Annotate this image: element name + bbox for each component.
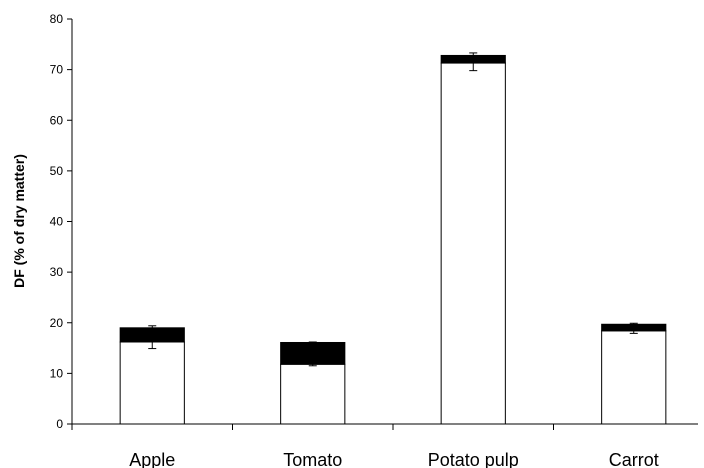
x-ticks: Apple Tomato Potato pulp Carrot [71,424,659,468]
bars [119,54,667,425]
y-tick-label: 20 [50,316,64,330]
y-tick-label: 60 [50,113,64,127]
y-axis: 0 10 20 30 40 50 60 70 80 [50,12,73,431]
y-tick-label: 80 [50,12,64,26]
x-tick-label: Carrot [609,450,659,468]
bar-segment [280,341,346,365]
y-tick-label: 30 [50,265,64,279]
x-axis: Apple Tomato Potato pulp Carrot [71,423,698,468]
y-axis-title: DF (% of dry matter) [11,154,27,288]
x-tick-label: Tomato [283,450,342,468]
x-tick-label: Potato pulp [428,450,519,468]
y-tick-label: 40 [50,215,64,229]
bar-segment [280,363,346,425]
y-tick-label: 70 [50,63,64,77]
bar-segment [440,62,506,425]
y-tick-label: 0 [56,417,63,431]
y-tick-label: 50 [50,164,64,178]
y-ticks: 0 10 20 30 40 50 60 70 80 [50,12,72,431]
bar-segment [119,341,185,425]
y-tick-label: 10 [50,366,64,380]
x-tick-label: Apple [129,450,175,468]
error-bars [148,52,638,367]
bar-segment [601,330,667,425]
